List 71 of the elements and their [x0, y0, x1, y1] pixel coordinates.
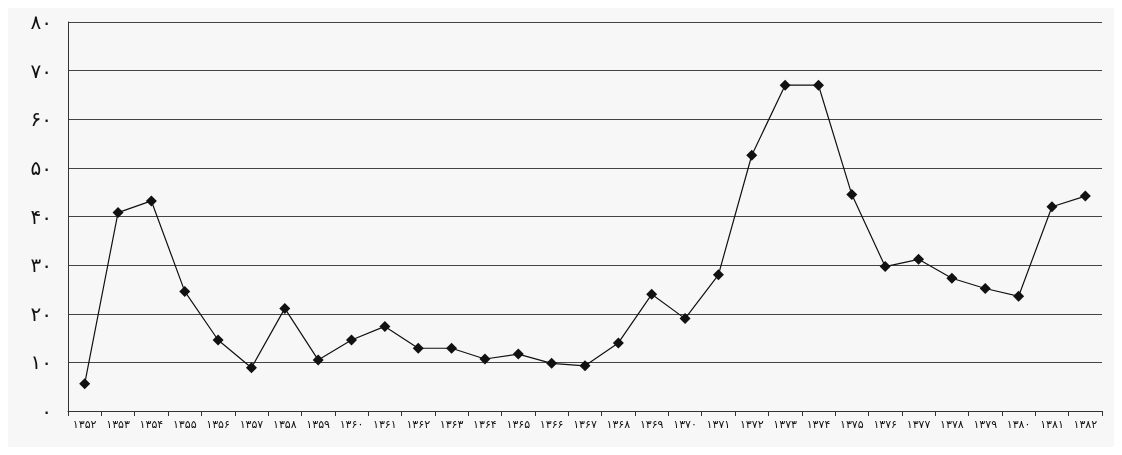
- y-tick-label: ۷۰: [30, 58, 52, 83]
- x-tick-label: ۱۳۶۳: [439, 418, 464, 431]
- point: [412, 342, 424, 354]
- point: [346, 334, 358, 346]
- x-tick-label: ۱۳۷۷: [906, 418, 931, 431]
- point: [212, 334, 224, 346]
- x-tick-label: ۱۳۶۶: [539, 418, 564, 431]
- point: [1013, 290, 1025, 302]
- x-tick-label: ۱۳۵۴: [139, 418, 164, 431]
- y-tick-label: ۵۰: [30, 155, 52, 180]
- x-tick-label: ۱۳۷۶: [873, 418, 898, 431]
- point: [79, 378, 91, 390]
- x-tick-label: ۱۳۸۲: [1073, 418, 1098, 431]
- point: [279, 302, 291, 314]
- y-tick-label: ۲۰: [30, 301, 52, 326]
- x-tick-label: ۱۳۶۰: [339, 418, 364, 431]
- x-tick-label: ۱۳۵۳: [106, 418, 130, 431]
- x-tick-label: ۱۳۷۲: [739, 418, 764, 431]
- point: [1079, 190, 1091, 202]
- point: [913, 253, 925, 265]
- point: [879, 261, 891, 273]
- x-tick-label: ۱۳۷۰: [673, 418, 697, 431]
- point: [612, 337, 624, 349]
- point: [812, 79, 824, 91]
- y-tick-label: ۴۰: [30, 204, 52, 229]
- x-tick-label: ۱۳۷۸: [940, 418, 964, 431]
- point: [846, 189, 858, 201]
- point: [479, 353, 491, 365]
- point: [946, 272, 958, 284]
- point: [1046, 201, 1058, 213]
- x-tick-label: ۱۳۶۵: [506, 418, 531, 431]
- x-tick-label: ۱۳۸۰: [1006, 418, 1031, 431]
- point: [379, 320, 391, 332]
- point: [245, 362, 257, 374]
- point: [779, 79, 791, 91]
- point: [746, 149, 758, 161]
- x-tick-label: ۱۳۷۵: [840, 418, 864, 431]
- x-tick-label: ۱۳۵۹: [306, 418, 331, 431]
- x-tick-label: ۱۳۶۱: [373, 418, 397, 431]
- point: [579, 360, 591, 372]
- point: [512, 348, 524, 360]
- point: [712, 269, 724, 281]
- x-tick-label: ۱۳۵۸: [272, 418, 297, 431]
- x-tick-label: ۱۳۶۷: [573, 418, 597, 431]
- x-tick-label: ۱۳۷۹: [973, 418, 998, 431]
- x-tick-label: ۱۳۷۱: [706, 418, 731, 431]
- x-tick-label: ۱۳۶۸: [606, 418, 631, 431]
- x-tick-label: ۱۳۵۵: [172, 418, 197, 431]
- point: [979, 282, 991, 294]
- point: [446, 342, 458, 354]
- x-tick-label: ۱۳۷۴: [806, 418, 831, 431]
- point: [312, 354, 324, 366]
- x-tick-label: ۱۳۶۲: [406, 418, 431, 431]
- x-tick-label: ۱۳۵۲: [72, 418, 97, 431]
- x-tick-label: ۱۳۵۶: [206, 418, 230, 431]
- point: [145, 195, 157, 207]
- x-tick-label: ۱۳۶۹: [639, 418, 664, 431]
- y-tick-label: ۱۰: [30, 350, 52, 375]
- x-tick-label: ۱۳۵۷: [239, 418, 264, 431]
- x-tick-label: ۱۳۶۴: [473, 418, 497, 431]
- y-tick-label: ۶۰: [30, 107, 52, 132]
- y-tick-label: ۸۰: [30, 10, 52, 34]
- x-tick-label: ۱۳۸۱: [1040, 418, 1064, 431]
- y-tick-label: ۳۰: [30, 253, 52, 278]
- x-tick-label: ۱۳۷۳: [773, 418, 798, 431]
- point: [179, 285, 191, 297]
- y-tick-label: ۰: [41, 399, 52, 423]
- point: [546, 357, 558, 369]
- point: [646, 288, 658, 300]
- point: [112, 207, 124, 219]
- point: [679, 313, 691, 325]
